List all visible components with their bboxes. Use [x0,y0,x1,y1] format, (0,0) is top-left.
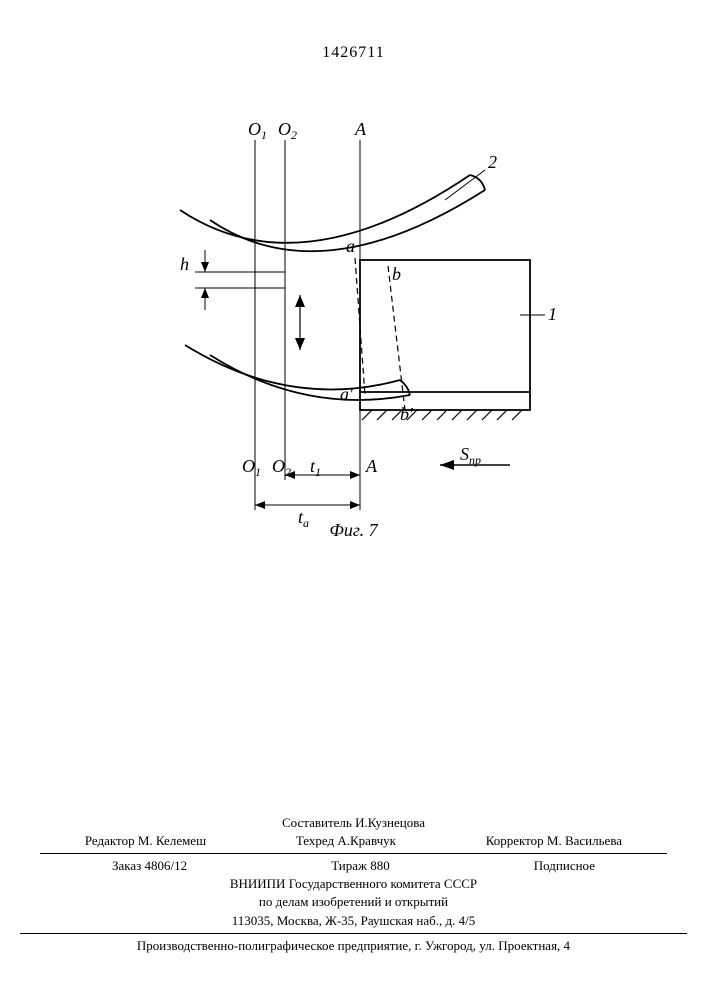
label-O1-bot: O1 [242,456,261,479]
corrector: Корректор М. Васильева [486,832,622,850]
subscription: Подписное [534,857,595,875]
figure-caption: Фиг. 7 [0,520,707,541]
label-a: a [346,236,355,256]
label-O2-top: O2 [278,120,297,142]
compiler-line: Составитель И.Кузнецова [0,814,707,832]
order: Заказ 4806/12 [112,857,187,875]
label-2: 2 [488,152,497,172]
label-b-prime: b' [400,404,414,424]
label-1: 1 [548,304,557,324]
patent-number: 1426711 [0,44,707,62]
label-h: h [180,254,189,274]
tirazh: Тираж 880 [331,857,390,875]
label-b: b [392,264,401,284]
figure-diagram: O1 O2 A 2 1 h a b a' b' O1 O2 t1 A ta Sп… [150,120,570,540]
label-Snp: Sпр [460,444,481,467]
divider [40,853,667,854]
org-line-2: по делам изобретений и открытий [0,893,707,911]
org-line-1: ВНИИПИ Государственного комитета СССР [0,875,707,893]
divider-wide [20,933,687,934]
label-t1: t1 [310,456,321,479]
label-a-prime: a' [340,384,354,404]
editor: Редактор М. Келемеш [85,832,206,850]
label-A-top: A [354,120,367,139]
address-line: 113035, Москва, Ж-35, Раушская наб., д. … [0,912,707,930]
techred: Техред А.Кравчук [296,832,396,850]
footer-block: Составитель И.Кузнецова Редактор М. Келе… [0,814,707,955]
label-A-bot: A [365,456,378,476]
label-O2-bot: O2 [272,456,291,479]
printer-line: Производственно-полиграфическое предприя… [0,937,707,955]
label-O1-top: O1 [248,120,267,142]
